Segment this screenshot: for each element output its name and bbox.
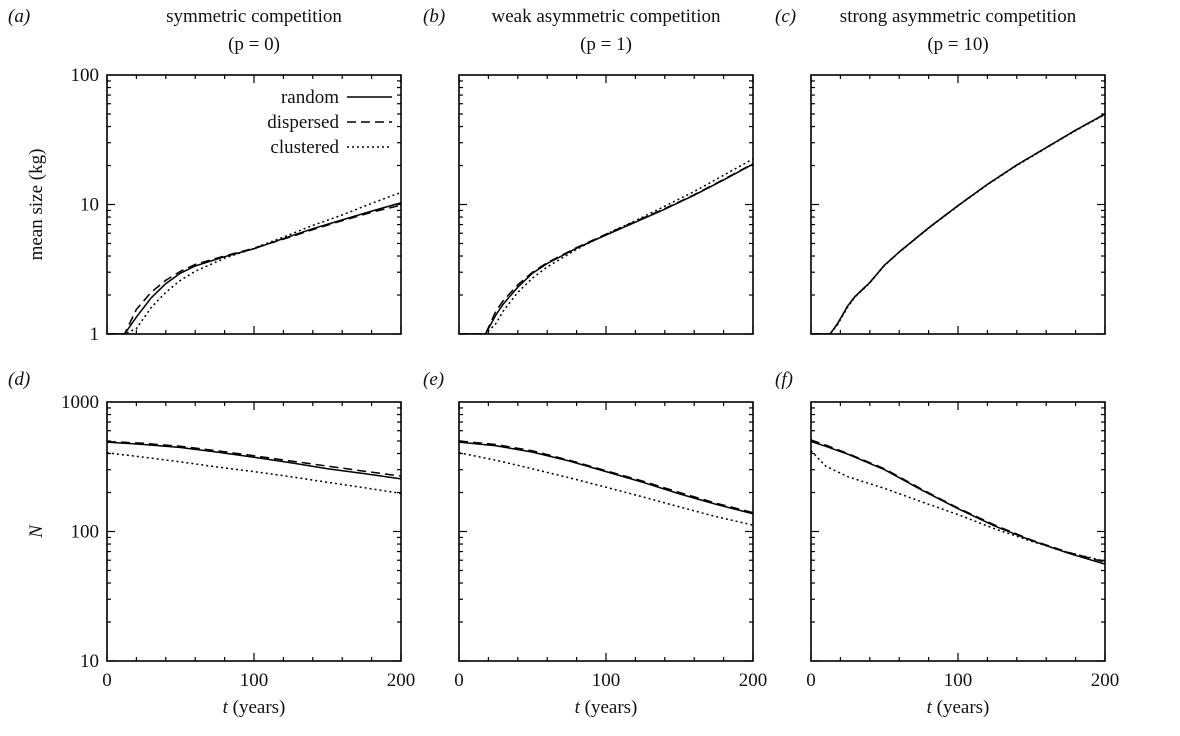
panel-e: (e) 0 100 200 t (years)	[423, 369, 767, 718]
y-tick-label: 100	[71, 65, 100, 86]
column-subtitle-3: (p = 10)	[927, 34, 988, 55]
series-line-dispersed	[811, 439, 1105, 563]
plot-frame	[106, 74, 402, 335]
column-title-2: weak asymmetric competition	[492, 6, 721, 27]
plot-frame	[458, 401, 754, 662]
x-tick-label: 0	[806, 670, 816, 691]
series-line-random	[811, 113, 1105, 334]
panel-c: (c)	[775, 6, 1106, 335]
series-line-clustered	[459, 158, 753, 334]
panel-d: (d) 10 100 1000 0 100 200 t (years) N	[8, 369, 415, 718]
panel-letter: (e)	[423, 369, 444, 390]
y-tick-label: 100	[71, 522, 100, 543]
y-axis-label: N	[26, 524, 47, 539]
x-axis-label: t (years)	[223, 697, 286, 718]
x-axis-var: t	[927, 697, 933, 718]
x-tick-label: 200	[1091, 670, 1120, 691]
y-tick-label: 10	[80, 651, 99, 672]
series-line-clustered	[811, 450, 1105, 562]
column-title-1: symmetric competition	[166, 6, 342, 27]
x-tick-label: 200	[387, 670, 416, 691]
plot-frame	[810, 401, 1106, 662]
y-tick-label: 1	[90, 324, 100, 345]
series-line-clustered	[459, 452, 753, 526]
x-tick-label: 100	[944, 670, 973, 691]
column-subtitle-1: (p = 0)	[228, 34, 280, 55]
x-axis-unit: (years)	[228, 697, 286, 718]
panel-b: (b)	[423, 6, 754, 335]
legend-label-dispersed: dispersed	[267, 112, 339, 133]
series-line-dispersed	[459, 162, 753, 334]
series-line-clustered	[811, 113, 1105, 334]
panel-letter: (a)	[8, 6, 30, 27]
series-line-random	[107, 202, 401, 334]
series-line-random	[459, 163, 753, 334]
x-axis-label: t (years)	[927, 697, 990, 718]
plot-frame	[106, 401, 402, 662]
series-line-clustered	[107, 191, 401, 334]
x-axis-var: t	[223, 697, 229, 718]
x-tick-label: 0	[102, 670, 112, 691]
y-tick-label: 10	[80, 195, 99, 216]
series-line-random	[459, 441, 753, 515]
panel-a: (a) 1 10 100 mean size (kg) random dispersed cl…	[8, 6, 402, 345]
x-tick-label: 100	[240, 670, 269, 691]
series-line-random	[811, 440, 1105, 565]
series-line-random	[107, 441, 401, 480]
legend-label-random: random	[281, 87, 339, 108]
series-line-dispersed	[459, 440, 753, 514]
x-tick-label: 100	[592, 670, 621, 691]
panel-letter: (d)	[8, 369, 30, 390]
plot-frame	[810, 74, 1106, 335]
x-tick-label: 200	[739, 670, 768, 691]
x-tick-label: 0	[454, 670, 464, 691]
legend: random dispersed clustered	[267, 87, 392, 158]
x-axis-unit: (years)	[580, 697, 638, 718]
column-subtitle-2: (p = 1)	[580, 34, 632, 55]
panel-letter: (c)	[775, 6, 796, 27]
plot-frame	[458, 74, 754, 335]
panel-letter: (f)	[775, 369, 793, 390]
panel-letter: (b)	[423, 6, 445, 27]
series-line-dispersed	[107, 204, 401, 334]
series-line-dispersed	[811, 113, 1105, 334]
y-tick-label: 1000	[61, 392, 99, 413]
x-axis-var: t	[575, 697, 581, 718]
series-line-dispersed	[107, 440, 401, 477]
legend-label-clustered: clustered	[270, 137, 339, 158]
x-axis-unit: (years)	[932, 697, 990, 718]
y-axis-label: mean size (kg)	[26, 149, 47, 261]
column-title-3: strong asymmetric competition	[840, 6, 1077, 27]
panel-f: (f) 0 100 200 t (years)	[775, 369, 1119, 718]
x-axis-label: t (years)	[575, 697, 638, 718]
